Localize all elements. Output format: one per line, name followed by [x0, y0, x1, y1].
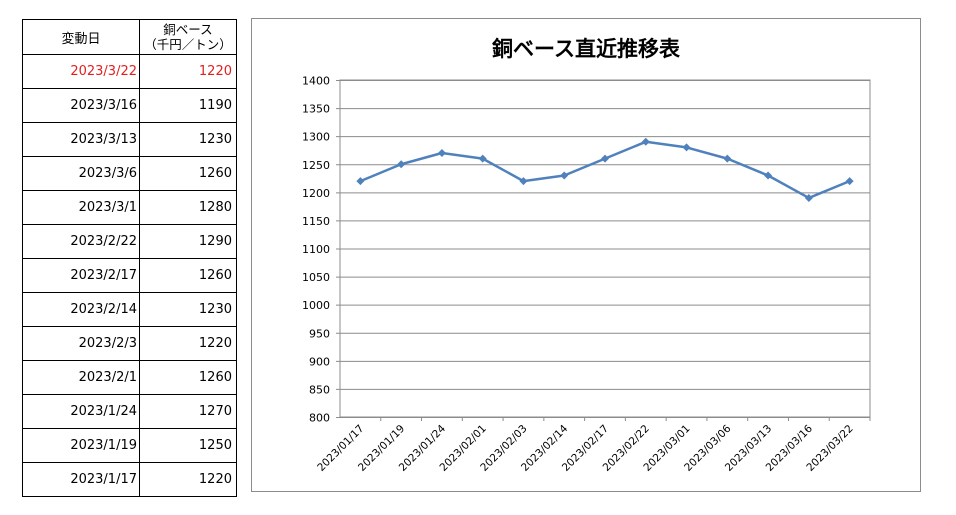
- row-price: 1190: [139, 88, 237, 123]
- data-point: [723, 154, 732, 163]
- chart-frame: 銅ベース直近推移表 800 850 900 950 1000 1050 1100 1150 12…: [251, 18, 921, 492]
- row-date: 2023/2/17: [22, 258, 140, 293]
- table-row: 2023/2/1 1260: [22, 360, 237, 395]
- data-point: [601, 154, 609, 163]
- table-row: 2023/1/17 1220: [22, 462, 237, 497]
- y-tick-label: 1050: [302, 271, 330, 284]
- y-tick-label: 1000: [302, 299, 330, 312]
- y-tick-label: 1100: [302, 243, 330, 256]
- table-row: 2023/3/22 1220: [22, 54, 237, 89]
- y-tick-label: 950: [309, 327, 330, 340]
- series-line: [359, 140, 851, 200]
- row-date: 2023/3/16: [22, 88, 140, 123]
- table-row: 2023/3/1 1280: [22, 190, 237, 225]
- y-tick-label: 850: [309, 383, 330, 396]
- table-row: 2023/2/3 1220: [22, 326, 237, 361]
- table-row: 2023/3/16 1190: [22, 88, 237, 123]
- row-date: 2023/2/14: [22, 292, 140, 327]
- header-date: 変動日: [22, 19, 140, 55]
- row-price: 1220: [139, 326, 237, 361]
- row-price: 1230: [139, 122, 237, 157]
- header-price-line2: （千円／トン）: [144, 37, 232, 52]
- data-point: [804, 193, 813, 202]
- row-price: 1260: [139, 258, 237, 293]
- line-chart: 800 850 900 950 1000 1050 1100 1150 1200 1250 1300…: [302, 75, 871, 474]
- y-tick-label: 1400: [302, 75, 330, 88]
- data-point: [397, 160, 406, 169]
- y-tick-label: 900: [309, 355, 330, 368]
- data-point: [845, 177, 854, 186]
- y-tick-label: 1300: [302, 131, 330, 144]
- table-row: 2023/2/22 1290: [22, 224, 237, 259]
- row-date: 2023/2/1: [22, 360, 140, 395]
- header-price-line1: 銅ベース: [163, 22, 213, 37]
- row-date: 2023/1/17: [22, 462, 140, 497]
- y-tick-label: 1200: [302, 187, 330, 200]
- table-row: 2023/2/17 1260: [22, 258, 237, 293]
- table-row: 2023/1/24 1270: [22, 394, 237, 429]
- data-point: [682, 143, 691, 152]
- row-price: 1230: [139, 292, 237, 327]
- row-price: 1220: [139, 462, 237, 497]
- y-tick-label: 1350: [302, 103, 330, 116]
- data-point: [356, 177, 365, 186]
- header-price: 銅ベース （千円／トン）: [139, 19, 237, 55]
- row-date: 2023/1/24: [22, 394, 140, 429]
- row-date: 2023/2/22: [22, 224, 140, 259]
- table-row: 2023/1/19 1250: [22, 428, 237, 463]
- row-price: 1260: [139, 360, 237, 395]
- y-tick-label: 1250: [302, 159, 330, 172]
- data-point: [641, 137, 650, 146]
- row-date: 2023/3/1: [22, 190, 140, 225]
- table-row: 2023/3/13 1230: [22, 122, 237, 157]
- table-header-row: 変動日 銅ベース （千円／トン）: [22, 19, 237, 55]
- data-point: [478, 154, 487, 163]
- table-row: 2023/3/6 1260: [22, 156, 237, 191]
- row-price: 1220: [139, 54, 237, 89]
- row-date: 2023/1/19: [22, 428, 140, 463]
- row-price: 1290: [139, 224, 237, 259]
- row-price: 1260: [139, 156, 237, 191]
- data-point: [764, 171, 773, 180]
- row-price: 1280: [139, 190, 237, 225]
- chart-title: 銅ベース直近推移表: [492, 37, 680, 61]
- y-tick-label: 1150: [302, 215, 330, 228]
- row-date: 2023/3/22: [22, 54, 140, 89]
- data-point: [519, 177, 528, 186]
- price-table: 変動日 銅ベース （千円／トン） 2023/3/22 1220 2023/3/16 1…: [22, 19, 237, 497]
- row-date: 2023/3/13: [22, 122, 140, 157]
- y-tick-label: 800: [309, 412, 330, 425]
- data-point: [437, 149, 446, 158]
- row-price: 1250: [139, 428, 237, 463]
- row-price: 1270: [139, 394, 237, 429]
- data-point: [560, 171, 569, 180]
- row-date: 2023/2/3: [22, 326, 140, 361]
- row-date: 2023/3/6: [22, 156, 140, 191]
- table-row: 2023/2/14 1230: [22, 292, 237, 327]
- table-body: 2023/3/22 1220 2023/3/16 1190 2023/3/13 1230 2…: [22, 54, 237, 497]
